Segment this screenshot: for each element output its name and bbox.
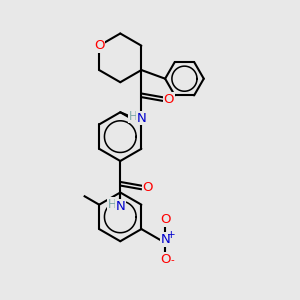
Text: N: N [116,200,126,213]
Text: O: O [164,93,174,106]
Text: N: N [137,112,147,125]
Text: H: H [108,198,116,211]
Text: -: - [170,255,174,266]
Text: O: O [160,214,171,226]
Text: O: O [160,253,171,266]
Text: N: N [160,233,170,246]
Text: O: O [94,39,104,52]
Text: +: + [167,230,175,241]
Text: H: H [129,110,137,123]
Text: O: O [142,181,153,194]
